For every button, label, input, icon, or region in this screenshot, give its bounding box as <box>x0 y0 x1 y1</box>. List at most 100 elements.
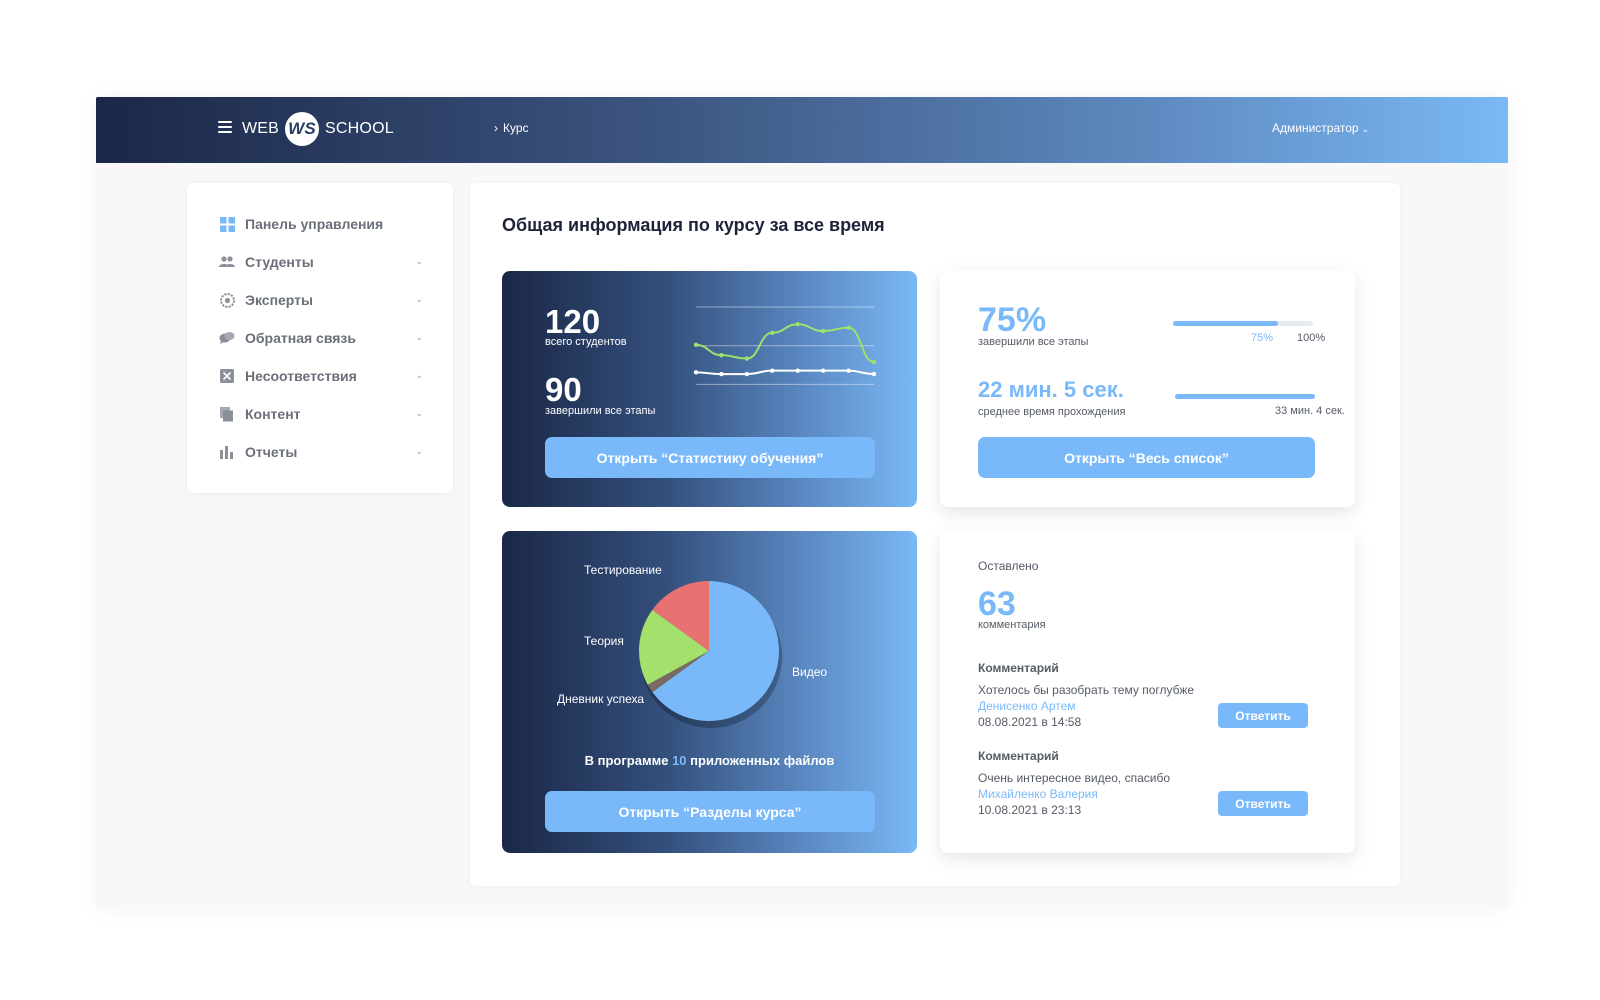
breadcrumb[interactable]: › Курс <box>494 121 534 135</box>
data-point <box>744 356 750 361</box>
files-text-after: приложенных файлов <box>690 753 835 768</box>
avg-time-value: 22 мин. 5 сек. <box>978 377 1124 402</box>
avg-time-progress-fill <box>1175 394 1315 399</box>
pie-slice <box>639 609 709 685</box>
sidebar-item-label: Несоответствия <box>245 368 357 384</box>
data-point <box>871 359 877 365</box>
pie-label: Дневник успеха <box>557 692 644 706</box>
sidebar-item-content[interactable]: Контент ⌄ <box>187 395 453 433</box>
students-completed-label: завершили все этапы <box>545 405 656 417</box>
comment-date: 08.08.2021 в 14:58 <box>978 715 1082 729</box>
sidebar-item-experts[interactable]: Эксперты ⌄ <box>187 281 453 319</box>
chevron-down-icon: ⌄ <box>415 332 423 342</box>
breadcrumb-separator: › <box>494 121 498 135</box>
open-learning-stats-button[interactable]: Открыть “Статистику обучения” <box>545 437 875 478</box>
brand-left: WEB <box>242 120 280 137</box>
avg-time-progress-bar <box>1175 394 1315 399</box>
data-point <box>820 368 826 373</box>
data-point <box>795 368 800 373</box>
chevron-down-icon: ⌄ <box>415 294 423 304</box>
gear-badge-icon <box>219 292 235 308</box>
pie-slice <box>652 581 709 651</box>
chevron-down-icon: ⌄ <box>415 446 423 456</box>
sidebar-item-label: Контент <box>245 406 301 422</box>
dashboard-icon <box>219 216 235 232</box>
sidebar-item-reports[interactable]: Отчеты ⌄ <box>187 433 453 471</box>
brand-mark: WS <box>285 112 320 146</box>
reply-button[interactable]: Ответить <box>1218 703 1308 728</box>
progress-card: 75% завершили все этапы 75% 100% 22 мин.… <box>940 271 1355 507</box>
completion-mark: 75% <box>1251 332 1274 344</box>
completion-progress-fill <box>1173 321 1278 326</box>
data-point <box>820 328 826 334</box>
completion-value: 75% <box>978 301 1047 339</box>
series-line-0 <box>695 323 875 364</box>
comments-left-label: Оставлено <box>978 559 1039 573</box>
sidebar-item-discrepancies[interactable]: Несоответствия ⌄ <box>187 357 453 395</box>
comment-author-link[interactable]: Денисенко Артем <box>978 699 1076 713</box>
data-point <box>871 371 877 377</box>
comments-card: Оставлено 63 комментария Комментарий Хот… <box>940 531 1355 853</box>
comment-heading: Комментарий <box>978 749 1059 763</box>
page-title: Общая информация по курсу за все время <box>502 215 885 235</box>
comment-date: 10.08.2021 в 23:13 <box>978 803 1082 817</box>
students-total-label: всего студентов <box>545 336 627 348</box>
data-point <box>846 325 851 330</box>
sidebar-item-label: Отчеты <box>245 444 298 460</box>
hamburger-icon[interactable] <box>218 121 232 133</box>
chevron-down-icon: ⌄ <box>415 370 423 380</box>
content-pie-chart: Видео Дневник успеха Теория Тестирование <box>557 563 827 728</box>
avg-time-max: 33 мин. 4 сек. <box>1275 405 1345 417</box>
completion-max: 100% <box>1297 332 1326 344</box>
data-point <box>719 352 724 358</box>
copy-pages-icon <box>219 406 235 422</box>
open-full-list-button[interactable]: Открыть “Весь список” <box>978 437 1315 478</box>
sidebar-item-students[interactable]: Студенты ⌄ <box>187 243 453 281</box>
reply-button[interactable]: Ответить <box>1218 791 1308 816</box>
files-text-before: В программе <box>584 753 669 768</box>
files-count: 10 <box>672 753 687 768</box>
data-point <box>719 371 724 377</box>
files-summary: В программе 10 приложенных файлов <box>502 753 917 768</box>
sidebar-item-dashboard[interactable]: Панель управления <box>187 205 453 243</box>
data-point <box>693 342 699 348</box>
open-course-sections-button[interactable]: Открыть “Разделы курса” <box>545 791 875 832</box>
sidebar-item-feedback[interactable]: Обратная связь ⌄ <box>187 319 453 357</box>
comment-text: Хотелось бы разобрать тему поглубже <box>978 683 1195 697</box>
sidebar-item-label: Эксперты <box>245 292 313 308</box>
top-bar: WEB WS SCHOOL › Курс Администратор ⌄ <box>96 97 1508 163</box>
comments-count-label: комментария <box>978 619 1046 631</box>
sidebar-item-label: Обратная связь <box>245 330 356 346</box>
chevron-down-icon: ⌄ <box>415 256 423 266</box>
data-point <box>770 368 775 373</box>
brand-right: SCHOOL <box>325 120 394 137</box>
data-point <box>795 322 800 327</box>
brand-logo[interactable]: WEB WS SCHOOL <box>242 111 394 147</box>
completion-label: завершили все этапы <box>978 336 1089 348</box>
pie-slice <box>652 581 779 721</box>
sidebar-item-label: Панель управления <box>245 216 384 232</box>
series-line-1 <box>695 369 875 376</box>
students-completed-value: 90 <box>545 371 582 408</box>
user-name: Администратор <box>1272 121 1359 135</box>
pie-label: Теория <box>584 634 624 648</box>
students-card: 120 всего студентов 90 завершили все эта… <box>502 271 917 507</box>
files-card: Видео Дневник успеха Теория Тестирование В … <box>502 531 917 853</box>
data-point <box>744 371 750 377</box>
sidebar-item-label: Студенты <box>245 254 314 270</box>
app-window: WEB WS SCHOOL › Курс Администратор ⌄ Панел… <box>96 97 1508 907</box>
bar-chart-icon <box>219 444 235 460</box>
data-point <box>693 370 699 375</box>
comments-count: 63 <box>978 585 1016 623</box>
comment-heading: Комментарий <box>978 661 1059 675</box>
comment-author-link[interactable]: Михайленко Валерия <box>978 787 1098 801</box>
sidebar: Панель управления Студенты ⌄ Эксперты ⌄ … <box>187 183 453 493</box>
pie-label: Видео <box>792 665 827 679</box>
avg-time-label: среднее время прохождения <box>978 406 1126 418</box>
completion-progress-bar <box>1173 321 1313 326</box>
users-icon <box>219 254 235 270</box>
user-menu[interactable]: Администратор ⌄ <box>1272 121 1369 135</box>
pie-slice <box>647 651 709 693</box>
pie-label: Тестирование <box>584 563 662 577</box>
x-box-icon <box>219 368 235 384</box>
